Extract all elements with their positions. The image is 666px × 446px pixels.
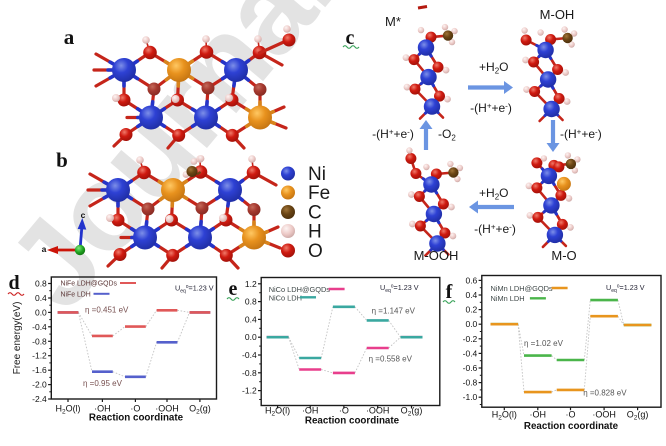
svg-text:d: d bbox=[8, 272, 19, 294]
svg-text:-1.0: -1.0 bbox=[463, 392, 478, 402]
svg-text:f: f bbox=[446, 281, 453, 303]
svg-text:M-O: M-O bbox=[551, 248, 576, 263]
svg-text:O2(g): O2(g) bbox=[401, 406, 423, 418]
svg-text:NiFe LDH: NiFe LDH bbox=[61, 291, 91, 298]
svg-text:Fe: Fe bbox=[308, 183, 330, 204]
svg-text:·O: ·O bbox=[339, 406, 349, 416]
svg-text:NiCo LDH@GQDs: NiCo LDH@GQDs bbox=[269, 285, 331, 294]
svg-text:NiFe LDH@GQDs: NiFe LDH@GQDs bbox=[61, 281, 118, 288]
svg-text:-2.0: -2.0 bbox=[32, 380, 47, 390]
svg-text:η =0.828 eV: η =0.828 eV bbox=[583, 389, 627, 398]
svg-text:NiMn LDH@GQDs: NiMn LDH@GQDs bbox=[491, 284, 553, 293]
svg-text:Reaction coordinate: Reaction coordinate bbox=[524, 421, 619, 432]
svg-text:-1.2: -1.2 bbox=[242, 386, 257, 396]
svg-text:-0.4: -0.4 bbox=[463, 348, 478, 358]
svg-text:NiMn LDH: NiMn LDH bbox=[491, 294, 525, 303]
svg-text:0.4: 0.4 bbox=[35, 293, 47, 303]
svg-text:η =0.558 eV: η =0.558 eV bbox=[369, 355, 413, 364]
svg-text:-1.2: -1.2 bbox=[32, 351, 47, 361]
svg-text:Ni: Ni bbox=[308, 164, 326, 185]
svg-text:-O2: -O2 bbox=[438, 127, 456, 143]
svg-text:Free energy(eV): Free energy(eV) bbox=[12, 302, 23, 375]
svg-text:0.8: 0.8 bbox=[245, 297, 257, 307]
svg-text:·OOH: ·OOH bbox=[592, 410, 616, 420]
svg-text:0.0: 0.0 bbox=[245, 332, 257, 342]
svg-text:H: H bbox=[308, 222, 322, 243]
svg-text:·O: ·O bbox=[130, 404, 140, 414]
svg-text:H2O(l): H2O(l) bbox=[55, 404, 80, 416]
svg-text:η =1.147 eV: η =1.147 eV bbox=[372, 307, 416, 316]
svg-text:Ueqo=1.23 V: Ueqo=1.23 V bbox=[175, 284, 214, 295]
svg-text:+H2O: +H2O bbox=[479, 60, 508, 76]
svg-text:-(H++e-): -(H++e-) bbox=[474, 222, 516, 236]
svg-text:·O: ·O bbox=[566, 410, 576, 420]
svg-text:C: C bbox=[308, 203, 322, 224]
svg-text:H2O(l): H2O(l) bbox=[492, 410, 517, 422]
svg-text:η =0.451 eV: η =0.451 eV bbox=[85, 306, 129, 315]
svg-text:-2.4: -2.4 bbox=[32, 394, 47, 404]
svg-text:O2(g): O2(g) bbox=[189, 404, 211, 416]
svg-text:b: b bbox=[56, 148, 68, 172]
svg-text:-0.8: -0.8 bbox=[32, 336, 47, 346]
svg-text:0.0: 0.0 bbox=[35, 307, 47, 317]
svg-text:+H2O: +H2O bbox=[479, 186, 508, 202]
svg-text:-0.6: -0.6 bbox=[463, 363, 478, 373]
svg-text:Reaction coordinate: Reaction coordinate bbox=[305, 416, 400, 427]
svg-text:-(H++e-): -(H++e-) bbox=[560, 127, 602, 141]
svg-text:c: c bbox=[81, 210, 86, 220]
svg-text:Ueqo=1.23 V: Ueqo=1.23 V bbox=[606, 283, 645, 294]
svg-text:0.8: 0.8 bbox=[35, 279, 47, 289]
svg-text:a: a bbox=[64, 25, 75, 49]
svg-text:NiCo LDH: NiCo LDH bbox=[269, 294, 302, 303]
svg-text:Reaction coordinate: Reaction coordinate bbox=[89, 413, 184, 424]
svg-text:0.6: 0.6 bbox=[465, 275, 477, 285]
svg-text:a: a bbox=[42, 244, 47, 254]
svg-text:0.4: 0.4 bbox=[245, 314, 257, 324]
svg-text:e: e bbox=[229, 278, 238, 300]
svg-text:·OOH: ·OOH bbox=[155, 404, 179, 414]
svg-text:0.4: 0.4 bbox=[465, 290, 477, 300]
svg-text:-(H++e-): -(H++e-) bbox=[470, 101, 512, 115]
svg-text:O: O bbox=[308, 241, 323, 262]
svg-text:1.2: 1.2 bbox=[245, 279, 257, 289]
svg-text:-(H++e-): -(H++e-) bbox=[372, 127, 414, 141]
svg-text:-0.4: -0.4 bbox=[242, 350, 257, 360]
svg-text:Ueqo=1.23 V: Ueqo=1.23 V bbox=[380, 283, 419, 294]
svg-text:-0.8: -0.8 bbox=[463, 378, 478, 388]
svg-text:·OH: ·OH bbox=[302, 406, 319, 416]
svg-text:-0.4: -0.4 bbox=[32, 322, 47, 332]
svg-text:M*: M* bbox=[385, 14, 401, 29]
svg-text:H2O(l): H2O(l) bbox=[265, 406, 290, 418]
svg-text:-0.8: -0.8 bbox=[242, 368, 257, 378]
svg-text:·OOH: ·OOH bbox=[366, 406, 390, 416]
svg-text:-0.2: -0.2 bbox=[463, 334, 478, 344]
svg-text:·OH: ·OH bbox=[94, 404, 111, 414]
svg-text:M-OOH: M-OOH bbox=[414, 248, 459, 263]
svg-text:0.2: 0.2 bbox=[465, 305, 477, 315]
svg-text:·OH: ·OH bbox=[530, 410, 547, 420]
svg-text:M-OH: M-OH bbox=[540, 7, 575, 22]
svg-text:c: c bbox=[346, 27, 355, 49]
svg-text:η =0.95 eV: η =0.95 eV bbox=[83, 379, 123, 388]
svg-text:-1.6: -1.6 bbox=[32, 365, 47, 375]
svg-text:0.0: 0.0 bbox=[465, 319, 477, 329]
svg-text:O2(g): O2(g) bbox=[627, 410, 649, 422]
svg-text:η =1.02 eV: η =1.02 eV bbox=[524, 339, 564, 348]
